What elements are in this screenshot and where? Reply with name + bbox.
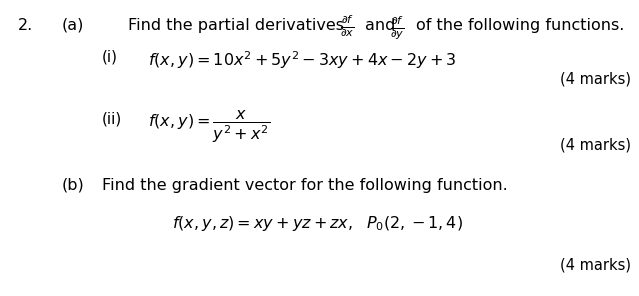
Text: (i): (i): [102, 49, 118, 64]
Text: of the following functions.: of the following functions.: [416, 18, 624, 33]
Text: $\frac{\partial f}{\partial x}$: $\frac{\partial f}{\partial x}$: [340, 14, 355, 39]
Text: (b): (b): [62, 178, 85, 193]
Text: $f(x,y) = \dfrac{x}{y^2+x^2}$: $f(x,y) = \dfrac{x}{y^2+x^2}$: [148, 109, 270, 145]
Text: $f(x,y) = 10x^2 + 5y^2 - 3xy + 4x - 2y + 3$: $f(x,y) = 10x^2 + 5y^2 - 3xy + 4x - 2y +…: [148, 49, 456, 71]
Text: (ii): (ii): [102, 112, 122, 127]
Text: (4 marks): (4 marks): [560, 138, 631, 153]
Text: and: and: [365, 18, 396, 33]
Text: Find the gradient vector for the following function.: Find the gradient vector for the followi…: [102, 178, 508, 193]
Text: (4 marks): (4 marks): [560, 72, 631, 87]
Text: Find the partial derivatives: Find the partial derivatives: [128, 18, 344, 33]
Text: (a): (a): [62, 18, 84, 33]
Text: $\frac{\partial f}{\partial y}$: $\frac{\partial f}{\partial y}$: [390, 14, 404, 42]
Text: (4 marks): (4 marks): [560, 258, 631, 273]
Text: 2.: 2.: [18, 18, 33, 33]
Text: $f(x,y,z) = xy + yz + zx, \ \ P_0(2,-1,4)$: $f(x,y,z) = xy + yz + zx, \ \ P_0(2,-1,4…: [172, 214, 463, 233]
